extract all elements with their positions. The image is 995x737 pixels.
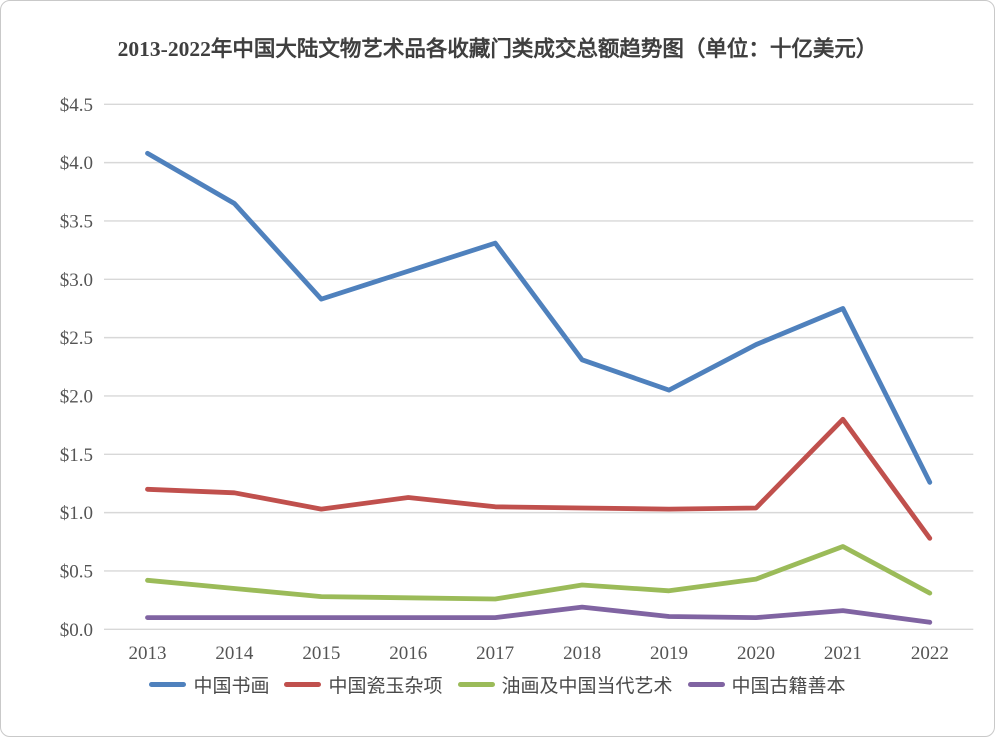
- series-line-0: [145, 150, 933, 485]
- legend-line-marker: [457, 682, 495, 687]
- legend-item-1: 中国瓷玉杂项: [284, 671, 443, 698]
- x-axis-tick-label: 2015: [302, 643, 340, 664]
- legend-line-marker: [149, 682, 187, 687]
- chart-title: 2013-2022年中国大陆文物艺术品各收藏门类成交总额趋势图（单位：十亿美元）: [117, 37, 878, 61]
- legend-label: 中国古籍善本: [731, 676, 846, 697]
- y-axis-tick-label: $3.5: [60, 211, 93, 232]
- y-axis-tick-label: $0.5: [60, 561, 93, 582]
- chart-legend: 中国书画 中国瓷玉杂项 油画及中国当代艺术 中国古籍善本: [1, 671, 994, 698]
- series-line-3: [145, 604, 933, 625]
- legend-label: 中国书画: [193, 676, 270, 697]
- legend-item-2: 油画及中国当代艺术: [457, 671, 673, 698]
- y-axis-tick-label: $1.0: [60, 503, 93, 524]
- y-axis-tick-label: $0.0: [60, 620, 93, 641]
- x-axis-tick-label: 2018: [563, 643, 601, 664]
- x-axis-tick-label: 2019: [650, 643, 688, 664]
- x-axis-tick-label: 2017: [476, 643, 514, 664]
- y-axis-tick-label: $4.0: [60, 153, 93, 174]
- y-axis-tick-label: $3.0: [60, 270, 93, 291]
- x-axis-tick-label: 2016: [389, 643, 427, 664]
- x-axis-tick-label: 2020: [737, 643, 775, 664]
- legend-item-0: 中国书画: [149, 671, 269, 698]
- x-axis-tick-label: 2021: [824, 643, 862, 664]
- x-axis-tick-label: 2022: [911, 643, 949, 664]
- y-axis-tick-label: $4.5: [60, 95, 93, 116]
- series-line-1: [145, 416, 933, 541]
- y-axis-tick-label: $2.0: [60, 386, 93, 407]
- legend-line-marker: [687, 682, 725, 687]
- x-axis-tick-label: 2014: [215, 643, 254, 664]
- series-line-2: [145, 544, 933, 602]
- legend-item-3: 中国古籍善本: [687, 671, 846, 698]
- legend-label: 中国瓷玉杂项: [328, 676, 443, 697]
- legend-line-marker: [284, 682, 322, 687]
- legend-label: 油画及中国当代艺术: [501, 676, 673, 697]
- y-axis-tick-label: $2.5: [60, 328, 93, 349]
- y-axis-tick-label: $1.5: [60, 445, 93, 466]
- x-axis-tick-label: 2013: [128, 643, 166, 664]
